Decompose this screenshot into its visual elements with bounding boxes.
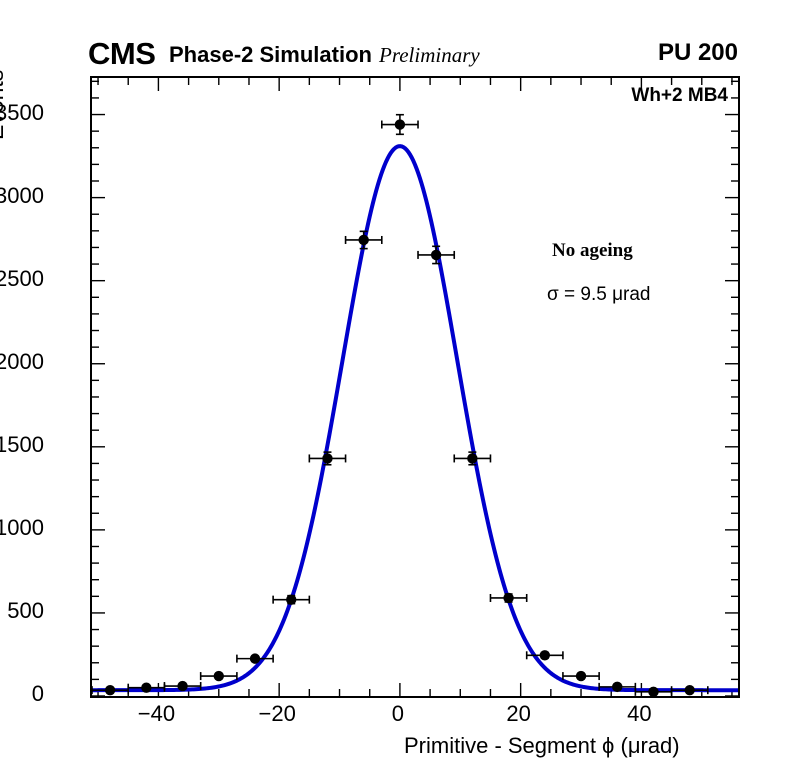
data-marker — [177, 680, 188, 692]
data-marker — [612, 681, 623, 693]
data-marker — [213, 670, 224, 682]
data-marker — [430, 249, 442, 261]
data-marker — [141, 682, 152, 693]
y-tick-label: 500 — [7, 597, 44, 623]
data-marker — [539, 650, 551, 661]
x-tick-label: −20 — [258, 701, 296, 726]
x-tick-label: 0 — [391, 701, 405, 726]
x-tick-label: −40 — [137, 701, 176, 726]
x-tick-label: 40 — [627, 701, 652, 726]
resolution-label: σ = 9.5 μrad — [547, 284, 651, 305]
data-marker — [322, 453, 333, 464]
data-point — [236, 653, 274, 664]
scenario-label: No ageing — [552, 240, 633, 261]
data-marker — [575, 670, 587, 682]
data-marker — [104, 684, 116, 696]
data-point — [598, 681, 637, 693]
plot-frame: Wh+2 MB4 No ageing σ = 9.5 μrad — [90, 76, 740, 698]
data-point — [417, 245, 456, 265]
x-axis-label: Primitive - Segment ϕ (μrad) — [404, 733, 680, 758]
data-marker — [286, 594, 297, 605]
data-points-group — [92, 113, 709, 696]
data-point — [489, 592, 528, 604]
region-badge: Wh+2 MB4 — [631, 85, 728, 106]
data-marker — [684, 684, 695, 696]
header-status: Preliminary — [379, 43, 480, 67]
y-tick-label: 1500 — [0, 431, 44, 457]
x-tick-label: 20 — [506, 701, 531, 726]
data-marker — [467, 453, 478, 464]
header-pileup: PU 200 — [657, 39, 738, 66]
plot-canvas — [92, 78, 738, 696]
data-marker — [394, 119, 406, 130]
data-point — [308, 451, 347, 466]
data-point — [344, 230, 383, 250]
y-tick-label: 3000 — [0, 182, 44, 208]
data-point — [453, 451, 492, 466]
header-subtitle: Phase-2 Simulation — [169, 42, 372, 67]
data-point — [199, 670, 238, 682]
data-marker — [358, 234, 369, 246]
data-marker — [249, 653, 261, 664]
cms-logo-text: CMS — [88, 36, 156, 71]
data-marker — [648, 686, 659, 696]
y-tick-label: 2500 — [0, 265, 44, 291]
y-tick-label: 2000 — [0, 348, 44, 374]
chart-header: CMS Phase-2 Simulation Preliminary PU 20… — [0, 0, 796, 74]
data-point — [670, 684, 709, 696]
data-marker — [503, 592, 514, 604]
data-point — [163, 680, 202, 692]
data-point — [525, 650, 564, 661]
gaussian-fit-curve — [92, 144, 738, 693]
data-point — [380, 113, 419, 136]
y-tick-label: 3500 — [0, 99, 44, 125]
y-tick-label: 1000 — [0, 514, 44, 540]
y-tick-label: 0 — [31, 681, 44, 706]
data-point — [272, 594, 311, 605]
data-point — [562, 670, 600, 682]
